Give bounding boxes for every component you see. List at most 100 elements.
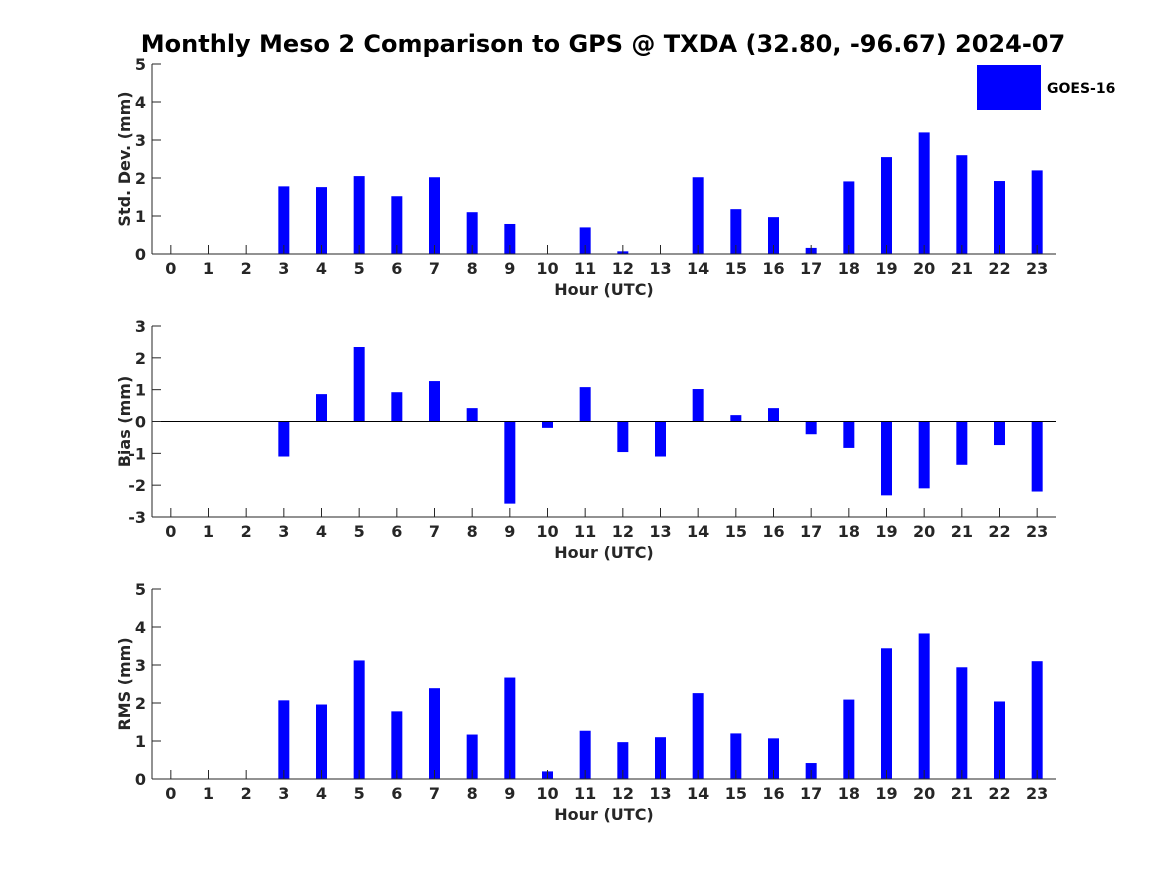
std-dev-x-tick-label: 18 — [838, 259, 860, 278]
rms-x-tick-label: 0 — [165, 784, 176, 803]
rms-x-tick-label: 2 — [241, 784, 252, 803]
rms-bar-21 — [956, 667, 968, 779]
bias-y-axis-label: Bias (mm) — [115, 376, 134, 468]
bias-bar-22 — [994, 421, 1005, 446]
rms-axes: 0 1 2 3 4 5 6 7 8 9 10 11 12 13 14 15 16 17 18 19 20 21 22 2301… — [135, 580, 1056, 803]
std-dev-y-tick-label: 4 — [135, 93, 146, 112]
bias-bar-4 — [316, 394, 327, 422]
bias-y-tick-label: -1 — [128, 444, 146, 463]
std-dev-x-tick-label: 15 — [725, 259, 747, 278]
bias-x-tick-label: 14 — [687, 522, 709, 541]
rms-x-tick-label: 4 — [316, 784, 327, 803]
std-dev-y-tick-label: 3 — [135, 131, 146, 150]
rms-x-tick-label: 20 — [913, 784, 935, 803]
bias-x-tick-label: 4 — [316, 522, 327, 541]
bias-bar-17 — [805, 421, 817, 435]
chart-title: Monthly Meso 2 Comparison to GPS @ TXDA … — [141, 30, 1065, 58]
bias-x-tick-label: 18 — [838, 522, 860, 541]
std-dev-panel: 0 1 2 3 4 5 6 7 8 9 10 11 12 13 14 15 16 17 18 19 20 21 22 2301… — [115, 55, 1056, 299]
rms-x-tick-label: 1 — [203, 784, 214, 803]
rms-x-tick-label: 9 — [504, 784, 515, 803]
bias-bar-21 — [956, 421, 968, 465]
bias-x-tick-label: 2 — [241, 522, 252, 541]
std-dev-bar-16 — [768, 217, 779, 254]
rms-bar-3 — [278, 700, 290, 779]
bias-bar-23 — [1031, 421, 1043, 492]
std-dev-x-tick-label: 12 — [612, 259, 634, 278]
bias-bar-11 — [579, 387, 591, 422]
bias-y-tick-label: -3 — [128, 508, 146, 527]
std-dev-x-tick-label: 21 — [951, 259, 973, 278]
rms-bar-12 — [617, 742, 629, 779]
std-dev-bar-23 — [1031, 170, 1043, 254]
bias-bar-19 — [881, 421, 892, 496]
std-dev-x-tick-label: 22 — [988, 259, 1010, 278]
std-dev-x-tick-label: 14 — [687, 259, 709, 278]
bias-bar-5 — [353, 347, 365, 422]
bias-x-axis-label: Hour (UTC) — [554, 543, 654, 562]
rms-x-tick-label: 10 — [536, 784, 558, 803]
rms-bar-16 — [768, 738, 779, 779]
std-dev-x-tick-label: 9 — [504, 259, 515, 278]
bias-x-tick-label: 23 — [1026, 522, 1048, 541]
bias-x-tick-label: 19 — [875, 522, 897, 541]
bias-bar-7 — [429, 381, 440, 422]
std-dev-bar-8 — [466, 212, 478, 254]
bias-bar-18 — [843, 421, 855, 448]
bias-x-tick-label: 11 — [574, 522, 596, 541]
rms-bar-9 — [504, 677, 516, 779]
bias-y-tick-label: 1 — [135, 381, 146, 400]
std-dev-x-tick-label: 19 — [875, 259, 897, 278]
std-dev-x-axis-label: Hour (UTC) — [554, 280, 654, 299]
rms-y-tick-label: 4 — [135, 618, 146, 637]
std-dev-y-tick-label: 0 — [135, 245, 146, 264]
bias-y-tick-label: 2 — [135, 349, 146, 368]
rms-x-tick-label: 8 — [467, 784, 478, 803]
rms-bar-13 — [655, 737, 666, 779]
bias-bar-14 — [692, 389, 704, 422]
std-dev-x-tick-label: 7 — [429, 259, 440, 278]
std-dev-x-tick-label: 5 — [354, 259, 365, 278]
legend-label: GOES-16 — [1047, 81, 1115, 97]
std-dev-y-axis-label: Std. Dev. (mm) — [115, 91, 134, 226]
bias-bar-9 — [504, 421, 516, 504]
rms-x-tick-label: 23 — [1026, 784, 1048, 803]
bias-y-tick-label: 3 — [135, 317, 146, 336]
rms-bar-15 — [730, 733, 742, 779]
std-dev-bar-9 — [504, 223, 516, 254]
bias-x-tick-label: 6 — [391, 522, 402, 541]
std-dev-bar-22 — [994, 181, 1005, 254]
bias-bar-13 — [655, 421, 666, 457]
rms-x-tick-label: 7 — [429, 784, 440, 803]
rms-bar-11 — [579, 730, 591, 779]
bias-x-tick-label: 17 — [800, 522, 822, 541]
rms-x-tick-label: 18 — [838, 784, 860, 803]
std-dev-x-tick-label: 4 — [316, 259, 327, 278]
rms-y-tick-label: 1 — [135, 732, 146, 751]
rms-bar-7 — [429, 688, 440, 779]
rms-x-tick-label: 3 — [278, 784, 289, 803]
rms-y-tick-label: 3 — [135, 656, 146, 675]
std-dev-bar-21 — [956, 155, 968, 254]
rms-bar-18 — [843, 699, 855, 779]
rms-bar-4 — [316, 704, 327, 779]
rms-bar-8 — [466, 734, 478, 779]
rms-x-tick-label: 17 — [800, 784, 822, 803]
std-dev-bar-14 — [692, 177, 704, 254]
bias-bar-16 — [768, 408, 779, 422]
rms-bar-5 — [353, 660, 365, 779]
rms-bar-23 — [1031, 661, 1043, 779]
std-dev-bar-20 — [918, 132, 930, 254]
std-dev-bar-18 — [843, 181, 855, 254]
bias-x-tick-label: 22 — [988, 522, 1010, 541]
bias-x-tick-label: 5 — [354, 522, 365, 541]
std-dev-bars — [278, 132, 1043, 254]
std-dev-x-tick-label: 8 — [467, 259, 478, 278]
std-dev-y-tick-label: 5 — [135, 55, 146, 74]
std-dev-bar-19 — [881, 157, 892, 254]
std-dev-bar-5 — [353, 176, 365, 254]
rms-x-tick-label: 14 — [687, 784, 709, 803]
bias-x-tick-label: 16 — [762, 522, 784, 541]
std-dev-x-tick-label: 17 — [800, 259, 822, 278]
bias-x-tick-label: 20 — [913, 522, 935, 541]
